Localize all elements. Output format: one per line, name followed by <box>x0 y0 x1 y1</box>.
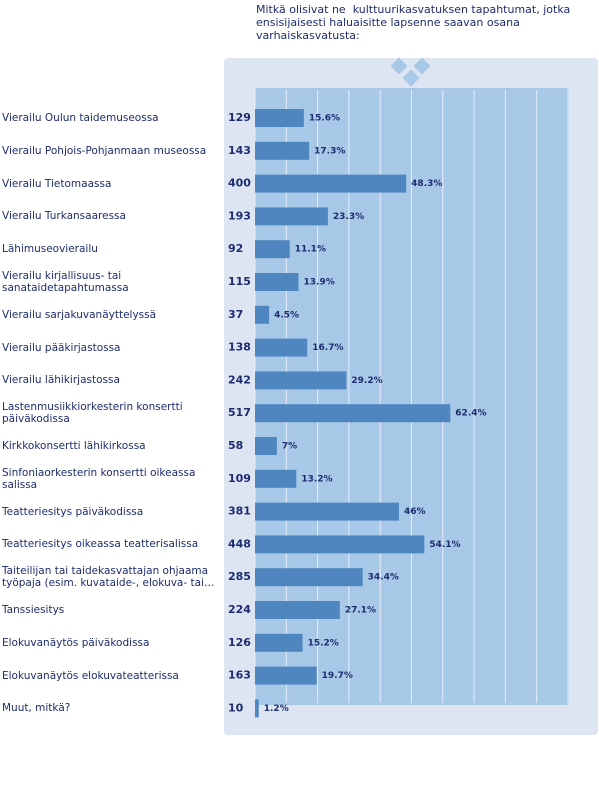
bar <box>255 404 451 423</box>
count-label: 58 <box>228 439 243 452</box>
category-label: Vierailu lähikirjastossa <box>2 374 120 387</box>
bar <box>255 666 317 685</box>
bar <box>255 174 407 193</box>
bar <box>255 338 308 357</box>
count-label: 381 <box>228 505 251 518</box>
count-label: 129 <box>228 111 251 124</box>
category-label: Vierailu Pohjois-Pohjanmaan museossa <box>2 144 207 157</box>
bar <box>255 305 270 324</box>
value-label: 13.2% <box>301 474 332 484</box>
bar <box>255 371 347 390</box>
value-label: 54.1% <box>429 540 460 550</box>
bar <box>255 240 290 259</box>
value-label: 62.4% <box>455 409 486 419</box>
category-label: Lähimuseovierailu <box>2 243 98 256</box>
chart-title: Mitkä olisivat ne kulttuurikasvatuksen t… <box>256 3 574 42</box>
count-label: 10 <box>228 701 244 714</box>
category-label: Teatteriesitys päiväkodissa <box>2 505 144 518</box>
value-label: 13.9% <box>304 278 335 288</box>
category-label: Kirkkokonsertti lähikirkossa <box>2 440 146 452</box>
count-label: 224 <box>228 603 251 616</box>
value-label: 29.2% <box>351 376 382 386</box>
category-label: Teatteriesitys oikeassa teatterisalissa <box>2 538 199 551</box>
value-label: 48.3% <box>411 179 442 189</box>
bar <box>255 273 299 291</box>
value-label: 34.4% <box>368 573 399 583</box>
bar <box>255 207 328 226</box>
value-label: 4.5% <box>274 310 299 320</box>
bar <box>255 535 425 554</box>
value-label: 11.1% <box>295 245 326 255</box>
value-label: 19.7% <box>322 671 353 681</box>
category-label: Vierailu kirjallisuus- tai sanataidetapa… <box>2 270 129 294</box>
value-label: 17.3% <box>314 146 345 156</box>
category-label: Lastenmusiikkiorkesterin konsertti päivä… <box>2 401 183 426</box>
bar <box>255 633 303 652</box>
count-label: 285 <box>228 570 251 583</box>
count-label: 126 <box>228 636 251 649</box>
value-label: 16.7% <box>312 343 343 353</box>
bar <box>255 109 304 127</box>
category-label: Taiteilijan tai taidekasvattajan ohjaama… <box>2 565 215 590</box>
bar <box>255 699 259 718</box>
bar <box>255 568 363 587</box>
count-label: 109 <box>228 472 251 485</box>
count-label: 242 <box>228 373 251 386</box>
category-label: Vierailu sarjakuvanäyttelyssä <box>2 308 157 321</box>
count-label: 448 <box>228 537 251 550</box>
count-label: 138 <box>228 341 251 354</box>
bar <box>255 469 297 488</box>
value-label: 15.2% <box>308 638 339 648</box>
count-label: 517 <box>228 406 251 419</box>
bar <box>255 601 340 619</box>
value-label: 27.1% <box>345 606 376 616</box>
category-label: Vierailu Tietomaassa <box>2 177 112 190</box>
category-label: Muut, mitkä? <box>2 702 71 715</box>
bar <box>255 502 399 521</box>
category-label: Sinfoniaorkesterin konsertti oikeassa sa… <box>2 466 196 491</box>
bar <box>255 437 277 455</box>
value-label: 46% <box>404 507 426 517</box>
count-label: 400 <box>228 177 251 190</box>
value-label: 7% <box>282 442 297 452</box>
category-label: Tanssiesitys <box>2 604 65 616</box>
count-label: 163 <box>228 669 251 682</box>
count-label: 92 <box>228 242 243 255</box>
value-label: 15.6% <box>309 114 340 124</box>
category-label: Elokuvanäytös elokuvateatterissa <box>2 669 179 682</box>
count-label: 143 <box>228 144 251 157</box>
count-label: 37 <box>228 308 243 321</box>
count-label: 115 <box>228 275 251 288</box>
count-label: 193 <box>228 209 251 222</box>
category-label: Vierailu Turkansaaressa <box>2 210 126 223</box>
value-label: 1.2% <box>264 704 289 714</box>
category-label: Vierailu Oulun taidemuseossa <box>2 112 159 124</box>
category-label: Elokuvanäytös päiväkodissa <box>2 636 150 649</box>
value-label: 23.3% <box>333 212 364 222</box>
category-label: Vierailu pääkirjastossa <box>2 341 121 354</box>
bar <box>255 141 310 160</box>
